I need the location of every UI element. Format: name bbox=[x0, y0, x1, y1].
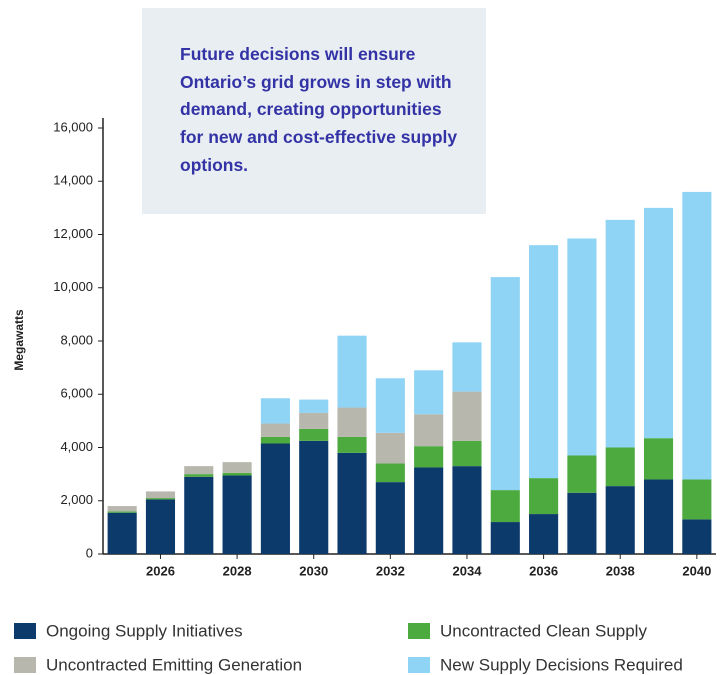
bar-segment bbox=[337, 335, 367, 408]
bar-segment bbox=[145, 498, 176, 500]
bar-segment bbox=[222, 472, 252, 476]
y-tick-label: 12,000 bbox=[53, 226, 93, 241]
legend-swatch bbox=[408, 657, 430, 673]
bar-segment bbox=[682, 191, 712, 480]
bar-segment bbox=[375, 432, 405, 464]
bar-segment bbox=[107, 512, 137, 554]
bar-segment bbox=[452, 440, 482, 467]
x-tick-label: 2038 bbox=[606, 563, 635, 578]
bar-segment bbox=[452, 342, 482, 392]
y-tick-label: 2,000 bbox=[60, 492, 93, 507]
bar-segment bbox=[414, 467, 444, 554]
bar-segment bbox=[452, 391, 482, 441]
bar-segment bbox=[375, 378, 405, 433]
bar-segment bbox=[107, 506, 137, 512]
y-tick-label: 10,000 bbox=[53, 279, 93, 294]
bar-segment bbox=[414, 414, 444, 447]
bar-segment bbox=[222, 475, 252, 554]
bar-segment bbox=[184, 476, 214, 554]
bar-segment bbox=[414, 370, 444, 415]
bar-segment bbox=[490, 522, 520, 554]
bar-segment bbox=[452, 466, 482, 554]
bar-segment bbox=[682, 479, 712, 520]
bar-segment bbox=[529, 514, 559, 554]
bar-segment bbox=[643, 438, 674, 480]
bar-segment bbox=[490, 277, 520, 491]
bar-segment bbox=[567, 492, 597, 554]
bar-segment bbox=[337, 436, 367, 453]
bar-segment bbox=[299, 440, 329, 554]
legend-label: Ongoing Supply Initiatives bbox=[46, 621, 243, 640]
x-tick-label: 2030 bbox=[299, 563, 328, 578]
x-tick-label: 2040 bbox=[682, 563, 711, 578]
y-tick-label: 4,000 bbox=[60, 439, 93, 454]
bar-segment bbox=[414, 446, 444, 468]
bar-segment bbox=[260, 436, 290, 444]
bar-segment bbox=[529, 478, 559, 515]
y-tick-label: 16,000 bbox=[53, 119, 93, 134]
bar-segment bbox=[605, 219, 635, 448]
legend-swatch bbox=[14, 623, 36, 639]
x-tick-label: 2026 bbox=[146, 563, 175, 578]
bar-segment bbox=[145, 499, 176, 554]
bar-segment bbox=[260, 443, 290, 554]
bar-segment bbox=[145, 491, 176, 499]
bar-segment bbox=[107, 511, 137, 513]
bar-segment bbox=[260, 423, 290, 437]
bar-segment bbox=[222, 462, 252, 473]
bar-segment bbox=[299, 428, 329, 441]
bar-segment bbox=[567, 238, 597, 456]
legend-swatch bbox=[408, 623, 430, 639]
bar-segment bbox=[529, 245, 559, 479]
bar-segment bbox=[299, 399, 329, 413]
bar-segment bbox=[260, 398, 290, 424]
bar-segment bbox=[337, 407, 367, 437]
bar-segment bbox=[605, 486, 635, 554]
bar-segment bbox=[605, 447, 635, 487]
y-tick-label: 6,000 bbox=[60, 386, 93, 401]
bar-segment bbox=[375, 463, 405, 483]
x-tick-label: 2036 bbox=[529, 563, 558, 578]
bar-segment bbox=[337, 452, 367, 554]
callout: Future decisions will ensure Ontario’s g… bbox=[142, 8, 486, 214]
x-tick-label: 2034 bbox=[453, 563, 483, 578]
y-tick-label: 0 bbox=[86, 545, 93, 560]
x-tick-label: 2028 bbox=[223, 563, 252, 578]
bar-segment bbox=[567, 455, 597, 493]
bar-segment bbox=[375, 482, 405, 554]
bar-segment bbox=[643, 479, 674, 554]
bar-segment bbox=[682, 519, 712, 554]
bar-segment bbox=[490, 490, 520, 523]
legend-label: Uncontracted Clean Supply bbox=[440, 621, 647, 640]
bar-segment bbox=[184, 474, 214, 477]
legend-label: Uncontracted Emitting Generation bbox=[46, 655, 302, 674]
bar-segment bbox=[184, 466, 214, 475]
bar-segment bbox=[299, 412, 329, 429]
legend-swatch bbox=[14, 657, 36, 673]
x-tick-label: 2032 bbox=[376, 563, 405, 578]
y-tick-label: 8,000 bbox=[60, 332, 93, 347]
y-tick-label: 14,000 bbox=[53, 173, 93, 188]
bar-segment bbox=[643, 207, 674, 439]
y-axis-label: Megawatts bbox=[12, 309, 26, 371]
legend-label: New Supply Decisions Required bbox=[440, 655, 683, 674]
